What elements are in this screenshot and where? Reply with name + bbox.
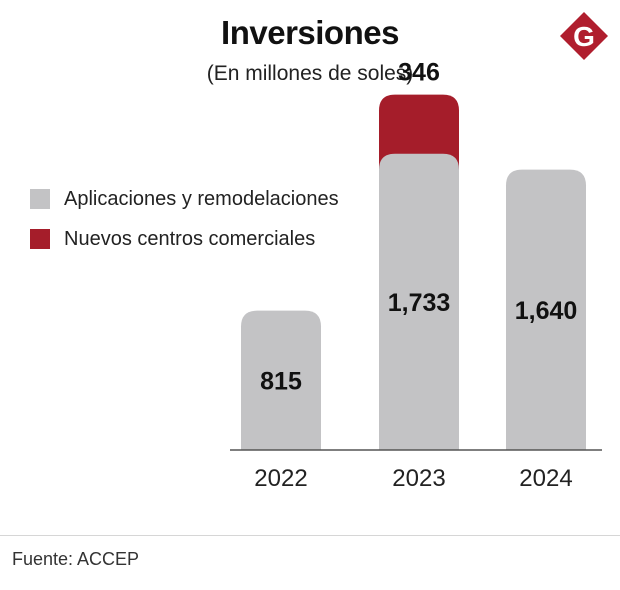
x-tick-label-2023: 2023 — [392, 465, 445, 492]
data-label-aplicaciones-2024: 1,640 — [515, 297, 578, 325]
legend-item-aplicaciones: Aplicaciones y remodelaciones — [30, 188, 339, 210]
legend-label-aplicaciones: Aplicaciones y remodelaciones — [64, 187, 339, 210]
source-note: Fuente: ACCEP — [12, 549, 140, 569]
bar-aplicaciones-y-remodelaciones-2023 — [379, 153, 459, 451]
chart-subtitle: (En millones de soles) — [206, 62, 414, 85]
data-label-aplicaciones-2022: 815 — [260, 367, 302, 395]
bar-nuevos-centros-comerciales-2023 — [379, 94, 459, 170]
legend-label-nuevos: Nuevos centros comerciales — [64, 227, 316, 250]
legend-swatch-red — [30, 229, 50, 249]
bar-aplicaciones-y-remodelaciones-2022 — [241, 310, 321, 450]
legend-swatch-gray — [30, 189, 50, 209]
bar-aplicaciones-y-remodelaciones-2024 — [506, 169, 586, 450]
chart-title: Inversiones — [221, 14, 399, 51]
logo-diamond — [560, 12, 608, 60]
logo-letter: G — [573, 21, 595, 52]
brand-g-logo-icon: G — [560, 12, 608, 60]
x-tick-label-2022: 2022 — [254, 465, 307, 492]
data-label-nuevos-2023: 346 — [398, 59, 440, 87]
x-tick-label-2024: 2024 — [519, 465, 572, 492]
footer-divider — [0, 535, 620, 536]
data-label-aplicaciones-2023: 1,733 — [388, 289, 451, 317]
legend-item-nuevos: Nuevos centros comerciales — [30, 228, 339, 250]
legend: Aplicaciones y remodelaciones Nuevos cen… — [30, 188, 339, 268]
